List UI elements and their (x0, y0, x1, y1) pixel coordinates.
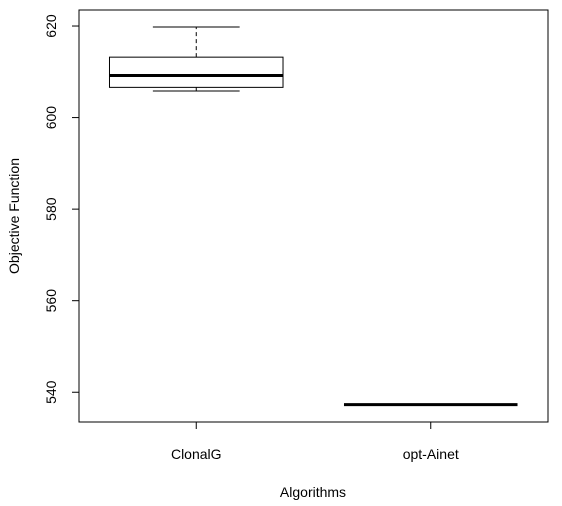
y-tick-label: 580 (43, 197, 59, 221)
y-axis: 540 560 580 600 620 (43, 14, 79, 404)
x-axis: ClonalG opt-Ainet (171, 422, 459, 462)
iqr-box (108, 56, 284, 88)
x-tick-label: ClonalG (171, 446, 222, 462)
boxes (108, 26, 518, 407)
box-clonalg (108, 26, 284, 92)
y-tick-label: 560 (43, 289, 59, 313)
y-tick-label: 620 (43, 14, 59, 38)
plot-frame (78, 9, 549, 423)
x-axis-title: Algorithms (280, 484, 346, 500)
x-tick-label: opt-Ainet (403, 446, 459, 462)
y-tick-label: 600 (43, 106, 59, 130)
y-tick-label: 540 (43, 380, 59, 404)
y-axis-title: Objective Function (6, 158, 22, 274)
